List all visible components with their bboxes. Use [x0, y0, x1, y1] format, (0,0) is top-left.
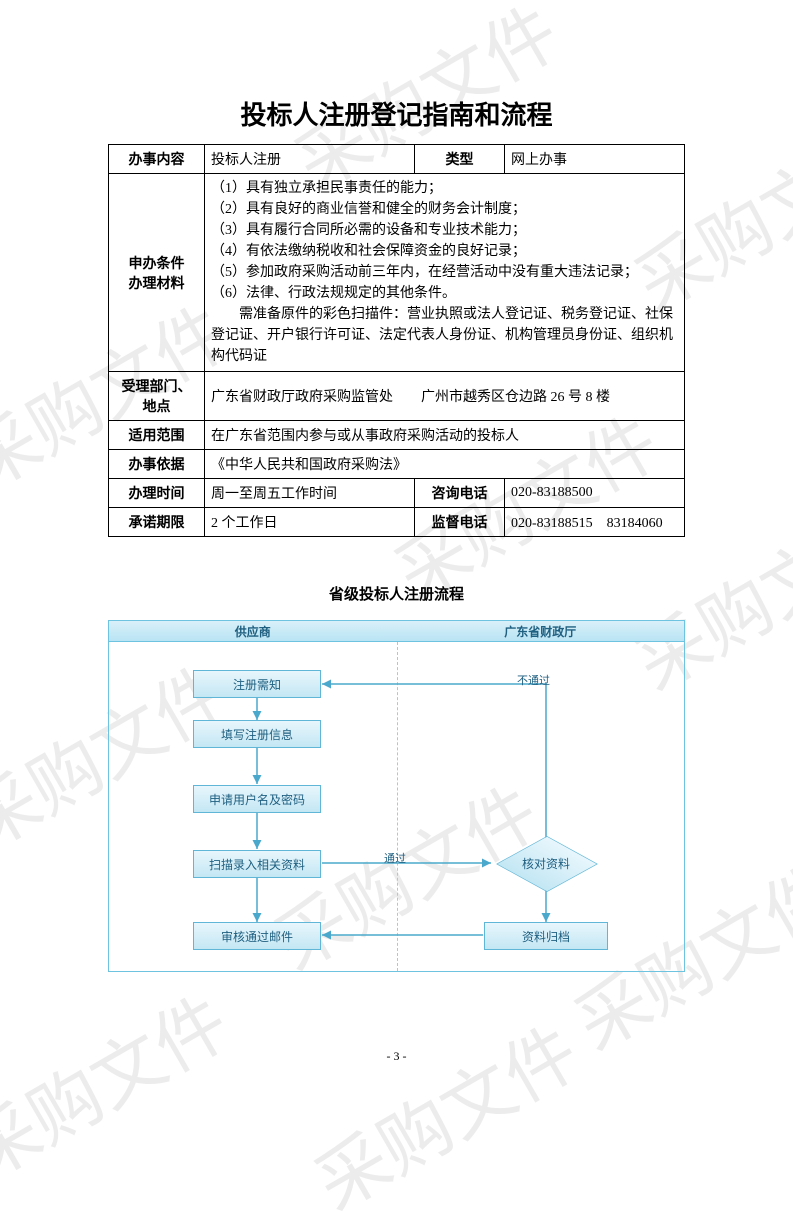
cell: 020-83188515 83184060 [505, 508, 685, 537]
cell-header: 监督电话 [415, 508, 505, 537]
flow-header: 供应商 广东省财政厅 [109, 620, 684, 642]
cell-header: 办事依据 [109, 450, 205, 479]
cell: 在广东省范围内参与或从事政府采购活动的投标人 [205, 421, 685, 450]
condition-item: （5）参加政府采购活动前三年内，在经营活动中没有重大违法记录； [211, 262, 678, 283]
cell: 网上办事 [505, 145, 685, 174]
flow-label-pass: 通过 [384, 850, 406, 866]
flow-node-archive: 资料归档 [484, 922, 608, 950]
watermark: 采购文件 [0, 965, 245, 1200]
flow-body: 注册需知 填写注册信息 申请用户名及密码 扫描录入相关资料 审核通过邮件 核对资… [109, 642, 684, 971]
flow-node-notice: 注册需知 [193, 670, 321, 698]
flow-header-right: 广东省财政厅 [397, 621, 685, 641]
page-title: 投标人注册登记指南和流程 [108, 95, 685, 132]
cell: 周一至周五工作时间 [205, 479, 415, 508]
cell: 020-83188500 [505, 479, 685, 508]
cell-header: 申办条件 办理材料 [109, 174, 205, 372]
cell-header: 咨询电话 [415, 479, 505, 508]
flow-header-left: 供应商 [109, 621, 397, 641]
cell: 投标人注册 [205, 145, 415, 174]
info-table: 办事内容 投标人注册 类型 网上办事 申办条件 办理材料 （1）具有独立承担民事… [108, 144, 685, 537]
flow-node-scan-materials: 扫描录入相关资料 [193, 850, 321, 878]
conditions-cell: （1）具有独立承担民事责任的能力； （2）具有良好的商业信誉和健全的财务会计制度… [205, 174, 685, 372]
table-row: 办理时间 周一至周五工作时间 咨询电话 020-83188500 [109, 479, 685, 508]
flowchart: 供应商 广东省财政厅 [108, 620, 685, 972]
table-row: 办事依据 《中华人民共和国政府采购法》 [109, 450, 685, 479]
cell-header: 办事内容 [109, 145, 205, 174]
table-row: 适用范围 在广东省范围内参与或从事政府采购活动的投标人 [109, 421, 685, 450]
table-row: 申办条件 办理材料 （1）具有独立承担民事责任的能力； （2）具有良好的商业信誉… [109, 174, 685, 372]
cell-header: 类型 [415, 145, 505, 174]
flow-title: 省级投标人注册流程 [108, 583, 685, 604]
page-number: - 3 - [0, 1049, 793, 1064]
flow-node-approved-mail: 审核通过邮件 [193, 922, 321, 950]
condition-item: （4）有依法缴纳税收和社会保障资金的良好记录； [211, 241, 678, 262]
cell: 广东省财政厅政府采购监管处 广州市越秀区仓边路 26 号 8 楼 [205, 372, 685, 421]
flow-label-fail: 不通过 [517, 672, 550, 688]
condition-item: （3）具有履行合同所必需的设备和专业技术能力； [211, 220, 678, 241]
cell-header: 受理部门、 地点 [109, 372, 205, 421]
page-content: 投标人注册登记指南和流程 办事内容 投标人注册 类型 网上办事 申办条件 办理材… [0, 0, 793, 972]
flow-node-apply-account: 申请用户名及密码 [193, 785, 321, 813]
watermark: 采购文件 [293, 995, 595, 1230]
flow-node-fill-info: 填写注册信息 [193, 720, 321, 748]
table-row: 办事内容 投标人注册 类型 网上办事 [109, 145, 685, 174]
condition-item: （1）具有独立承担民事责任的能力； [211, 178, 678, 199]
table-row: 承诺期限 2 个工作日 监督电话 020-83188515 83184060 [109, 508, 685, 537]
cell-header: 适用范围 [109, 421, 205, 450]
cell-header: 办理时间 [109, 479, 205, 508]
flow-node-check-materials: 核对资料 [491, 843, 601, 883]
cell: 2 个工作日 [205, 508, 415, 537]
condition-item: （6）法律、行政法规规定的其他条件。 [211, 283, 678, 304]
condition-item: （2）具有良好的商业信誉和健全的财务会计制度； [211, 199, 678, 220]
cell: 《中华人民共和国政府采购法》 [205, 450, 685, 479]
cell-header: 承诺期限 [109, 508, 205, 537]
table-row: 受理部门、 地点 广东省财政厅政府采购监管处 广州市越秀区仓边路 26 号 8 … [109, 372, 685, 421]
condition-extra: 需准备原件的彩色扫描件：营业执照或法人登记证、税务登记证、社保登记证、开户银行许… [211, 304, 678, 367]
